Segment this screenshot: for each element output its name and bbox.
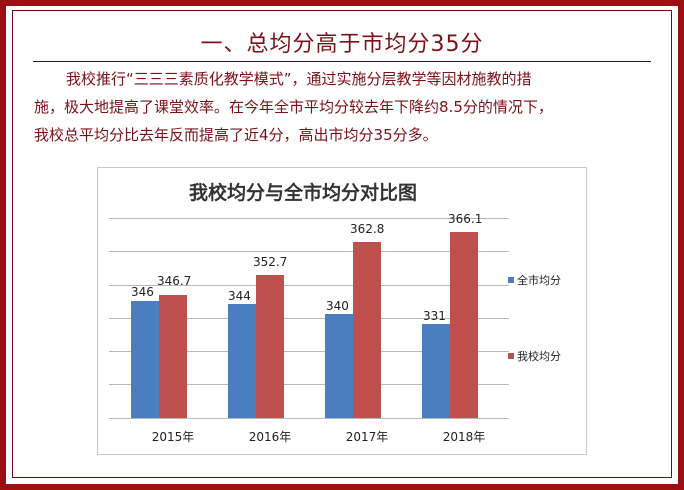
- bar-school-2017: [353, 242, 381, 418]
- gridline: [109, 218, 509, 219]
- heading-divider: [33, 61, 651, 62]
- gridline: [109, 384, 509, 385]
- x-tick-2017: 2017年: [345, 430, 389, 444]
- gridline: [109, 251, 509, 252]
- legend-label-city: 全市均分: [517, 274, 561, 287]
- body-paragraph: 我校推行“三三三素质化教学模式”，通过实施分层教学等因材施教的措 施，极大地提高…: [34, 65, 644, 149]
- label-city-2018: 331: [423, 309, 446, 323]
- bar-chart: 我校均分与全市均分对比图 346 346.7 2015年 344 352.7 2…: [97, 167, 587, 455]
- paragraph-line-3: 我校总平均分比去年反而提高了近4分，高出市均分35分多。: [34, 126, 438, 144]
- legend-label-school: 我校均分: [517, 350, 561, 363]
- label-city-2017: 340: [326, 299, 349, 313]
- legend-school: 我校均分: [508, 348, 561, 364]
- x-tick-2018: 2018年: [442, 430, 486, 444]
- label-city-2015: 346: [131, 285, 154, 299]
- label-school-2018: 366.1: [448, 212, 483, 226]
- legend-city: 全市均分: [508, 272, 561, 288]
- bar-city-2016: [228, 304, 256, 418]
- paragraph-line-2: 施，极大地提高了课堂效率。在今年全市平均分较去年下降约8.5分的情况下，: [34, 98, 553, 116]
- label-school-2016: 352.7: [253, 255, 288, 269]
- chart-title: 我校均分与全市均分对比图: [188, 182, 417, 204]
- label-city-2016: 344: [228, 289, 251, 303]
- bar-school-2015: [159, 295, 187, 418]
- gridline: [109, 318, 509, 319]
- x-tick-2015: 2015年: [151, 430, 195, 444]
- bar-city-2017: [325, 314, 353, 418]
- x-tick-2016: 2016年: [248, 430, 292, 444]
- bar-school-2016: [256, 275, 284, 418]
- section-heading: 一、总均分高于市均分35分: [200, 32, 484, 57]
- label-school-2015: 346.7: [157, 274, 192, 288]
- inner-frame: [12, 10, 672, 478]
- bar-city-2018: [422, 324, 450, 418]
- bar-school-2018: [450, 232, 478, 418]
- bar-city-2015: [131, 301, 159, 418]
- gridline: [109, 285, 509, 286]
- paragraph-line-1: 我校推行“三三三素质化教学模式”，通过实施分层教学等因材施教的措: [66, 70, 532, 88]
- label-school-2017: 362.8: [350, 222, 385, 236]
- x-axis-baseline: [109, 418, 509, 419]
- legend-swatch-city: [508, 277, 514, 283]
- legend-swatch-school: [508, 353, 514, 359]
- gridline: [109, 351, 509, 352]
